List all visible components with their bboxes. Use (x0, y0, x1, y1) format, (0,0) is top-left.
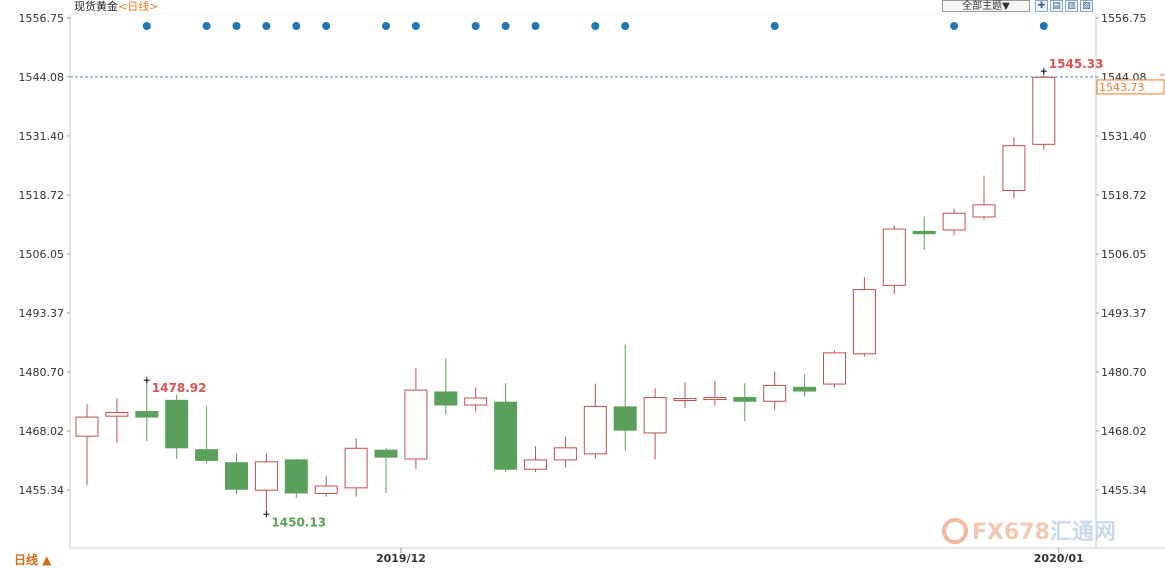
y-tick-label-right: 1556.75 (1101, 12, 1147, 25)
low-annotation-label: 1450.13 (271, 515, 326, 529)
crosshair-icon[interactable]: ✚ (1035, 0, 1048, 12)
candle-up[interactable] (942, 212, 966, 231)
fx678-watermark: FX678汇通网 (942, 514, 1116, 546)
local-high-annotation-label: 1478.92 (152, 381, 207, 395)
event-dot[interactable] (501, 22, 510, 30)
candle-down[interactable] (912, 230, 936, 235)
candle-down[interactable] (195, 449, 219, 461)
candle-up[interactable] (524, 459, 547, 470)
watermark-brand: FX678 (972, 520, 1050, 545)
current-price-arrow-icon: ⌃ (1158, 73, 1165, 84)
candle-down[interactable] (225, 462, 248, 490)
watermark-cn: 汇通网 (1049, 520, 1116, 545)
high-annotation-label: 1545.33 (1049, 57, 1104, 71)
current-price-box (1096, 79, 1165, 95)
candle-up[interactable] (972, 204, 996, 218)
event-dot[interactable] (262, 22, 271, 30)
x-tick-label: 2020/01 (1034, 552, 1084, 565)
candle-up[interactable] (703, 397, 727, 401)
y-tick-label-left: 1544.08 (19, 71, 65, 84)
y-tick-label-left: 1468.02 (19, 425, 65, 438)
candle-up[interactable] (105, 411, 129, 417)
event-dot[interactable] (591, 22, 600, 30)
period-tag[interactable]: <日线> (118, 0, 159, 13)
fx678-logo-icon (942, 518, 968, 544)
candle-up[interactable] (763, 384, 787, 402)
theme-dropdown-button[interactable]: 全部主题▼ (942, 0, 1030, 12)
y-tick-label-left: 1518.72 (19, 189, 65, 202)
candle-down[interactable] (793, 386, 817, 392)
candle-up[interactable] (75, 416, 99, 437)
candle-up[interactable] (643, 397, 667, 434)
event-dot[interactable] (232, 22, 241, 30)
event-dot[interactable] (531, 22, 540, 30)
event-dot[interactable] (1039, 22, 1048, 30)
y-tick-label-left: 1531.40 (19, 130, 65, 143)
candle-up[interactable] (673, 397, 697, 401)
candle-down[interactable] (135, 411, 159, 418)
candle-up[interactable] (583, 405, 607, 455)
candle-up[interactable] (464, 397, 488, 406)
y-tick-label-left: 1455.34 (19, 484, 65, 497)
candle-down[interactable] (165, 399, 189, 449)
zoom-in-icon[interactable]: ▤ (1050, 0, 1063, 12)
candle-down[interactable] (284, 459, 308, 494)
x-tick-label: 2019/12 (376, 552, 426, 565)
candle-up[interactable] (1002, 145, 1026, 191)
event-dot[interactable] (142, 22, 151, 30)
y-tick-label-left: 1480.70 (19, 366, 65, 379)
candle-up[interactable] (553, 447, 577, 461)
candle-up[interactable] (882, 228, 906, 286)
candle-up[interactable] (823, 352, 846, 385)
y-tick-label-right: 1506.05 (1101, 248, 1147, 261)
fullscreen-icon[interactable]: ▧ (1080, 0, 1093, 12)
y-tick-label-right: 1531.40 (1101, 130, 1147, 143)
current-price-label: 1543.73 (1099, 81, 1145, 94)
candle-up[interactable] (314, 485, 338, 494)
period-tab-daily[interactable]: 日线 ▲ (14, 553, 52, 567)
candle-up[interactable] (404, 389, 428, 460)
event-dot[interactable] (950, 22, 959, 30)
candle-up[interactable] (852, 289, 876, 355)
y-tick-label-right: 1480.70 (1101, 366, 1147, 379)
event-dot[interactable] (621, 22, 630, 30)
event-dot[interactable] (382, 22, 390, 30)
chart-header: 现货黄金<日线> (74, 0, 158, 14)
candle-up[interactable] (254, 461, 278, 491)
event-dot[interactable] (292, 22, 301, 30)
zoom-out-icon[interactable]: ▥ (1065, 0, 1078, 12)
candle-down[interactable] (613, 406, 637, 431)
event-dot[interactable] (471, 22, 480, 30)
instrument-name: 现货黄金 (74, 0, 118, 13)
event-dot[interactable] (411, 22, 420, 30)
y-tick-label-left: 1493.37 (19, 307, 65, 320)
y-tick-label-left: 1506.05 (19, 248, 65, 261)
y-tick-label-right: 1468.02 (1101, 425, 1147, 438)
y-tick-label-left: 1556.75 (19, 12, 65, 25)
event-dot[interactable] (770, 22, 779, 30)
candle-up[interactable] (344, 447, 368, 489)
event-dot[interactable] (322, 22, 331, 30)
candle-down[interactable] (494, 401, 518, 470)
candle-up[interactable] (1032, 76, 1056, 145)
event-dot[interactable] (202, 22, 211, 30)
y-tick-label-right: 1518.72 (1101, 189, 1147, 202)
candle-down[interactable] (374, 449, 398, 458)
y-tick-label-right: 1493.37 (1101, 307, 1147, 320)
y-tick-label-right: 1455.34 (1101, 484, 1147, 497)
candle-down[interactable] (733, 397, 757, 402)
candle-down[interactable] (434, 391, 458, 406)
